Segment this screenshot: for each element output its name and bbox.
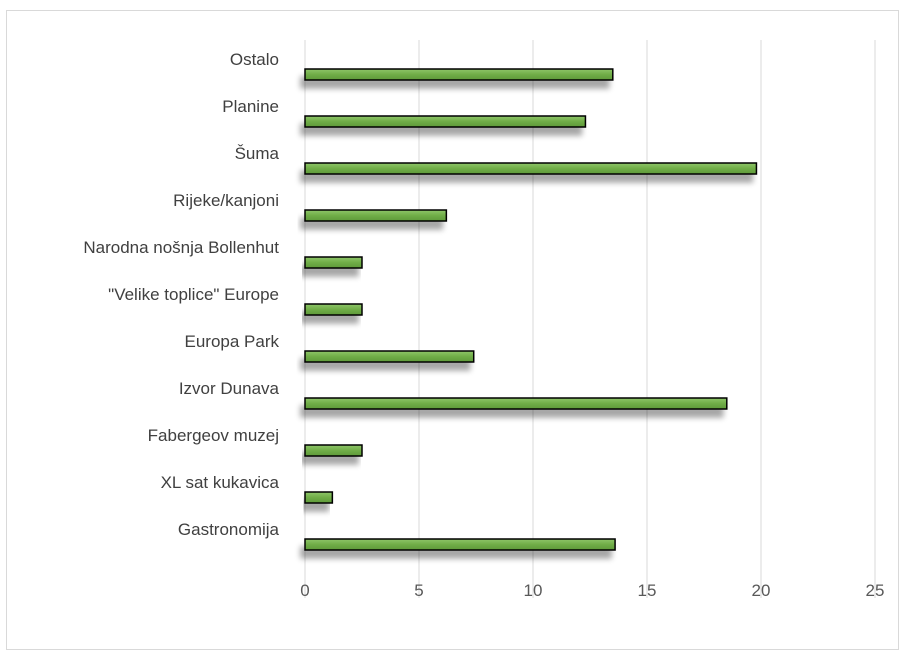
bar bbox=[304, 209, 448, 222]
category-label: Rijeke/kanjoni bbox=[173, 191, 279, 210]
x-tick-label: 10 bbox=[524, 581, 543, 600]
bar bbox=[304, 491, 334, 504]
category-labels: Ostalo Planine Šuma Rijeke/kanjoni Narodna n… bbox=[83, 50, 279, 539]
category-label: XL sat kukavica bbox=[161, 473, 280, 492]
bar bbox=[304, 444, 363, 457]
bar bbox=[304, 162, 758, 175]
x-tick-label: 25 bbox=[866, 581, 885, 600]
x-tick-labels: 0 5 10 15 20 25 bbox=[300, 581, 884, 600]
category-label: Izvor Dunava bbox=[179, 379, 280, 398]
bar bbox=[304, 303, 363, 316]
category-label: "Velike toplice" Europe bbox=[108, 285, 279, 304]
bar bbox=[304, 256, 363, 269]
bar bbox=[304, 350, 475, 363]
category-label: Ostalo bbox=[230, 50, 279, 69]
x-tick-label: 0 bbox=[300, 581, 309, 600]
bar bbox=[304, 397, 728, 410]
x-tick-label: 15 bbox=[638, 581, 657, 600]
category-label: Fabergeov muzej bbox=[148, 426, 279, 445]
bar bbox=[304, 68, 614, 81]
bar bbox=[304, 538, 616, 551]
category-label: Gastronomija bbox=[178, 520, 280, 539]
gridlines bbox=[304, 40, 876, 598]
x-tick-label: 5 bbox=[414, 581, 423, 600]
bar bbox=[304, 115, 587, 128]
bars bbox=[304, 68, 758, 551]
category-label: Narodna nošnja Bollenhut bbox=[83, 238, 279, 257]
bar-chart: Ostalo Planine Šuma Rijeke/kanjoni Narodna n… bbox=[83, 40, 884, 600]
x-tick-label: 20 bbox=[752, 581, 771, 600]
category-label: Europa Park bbox=[185, 332, 280, 351]
category-label: Šuma bbox=[235, 144, 280, 163]
category-label: Planine bbox=[222, 97, 279, 116]
